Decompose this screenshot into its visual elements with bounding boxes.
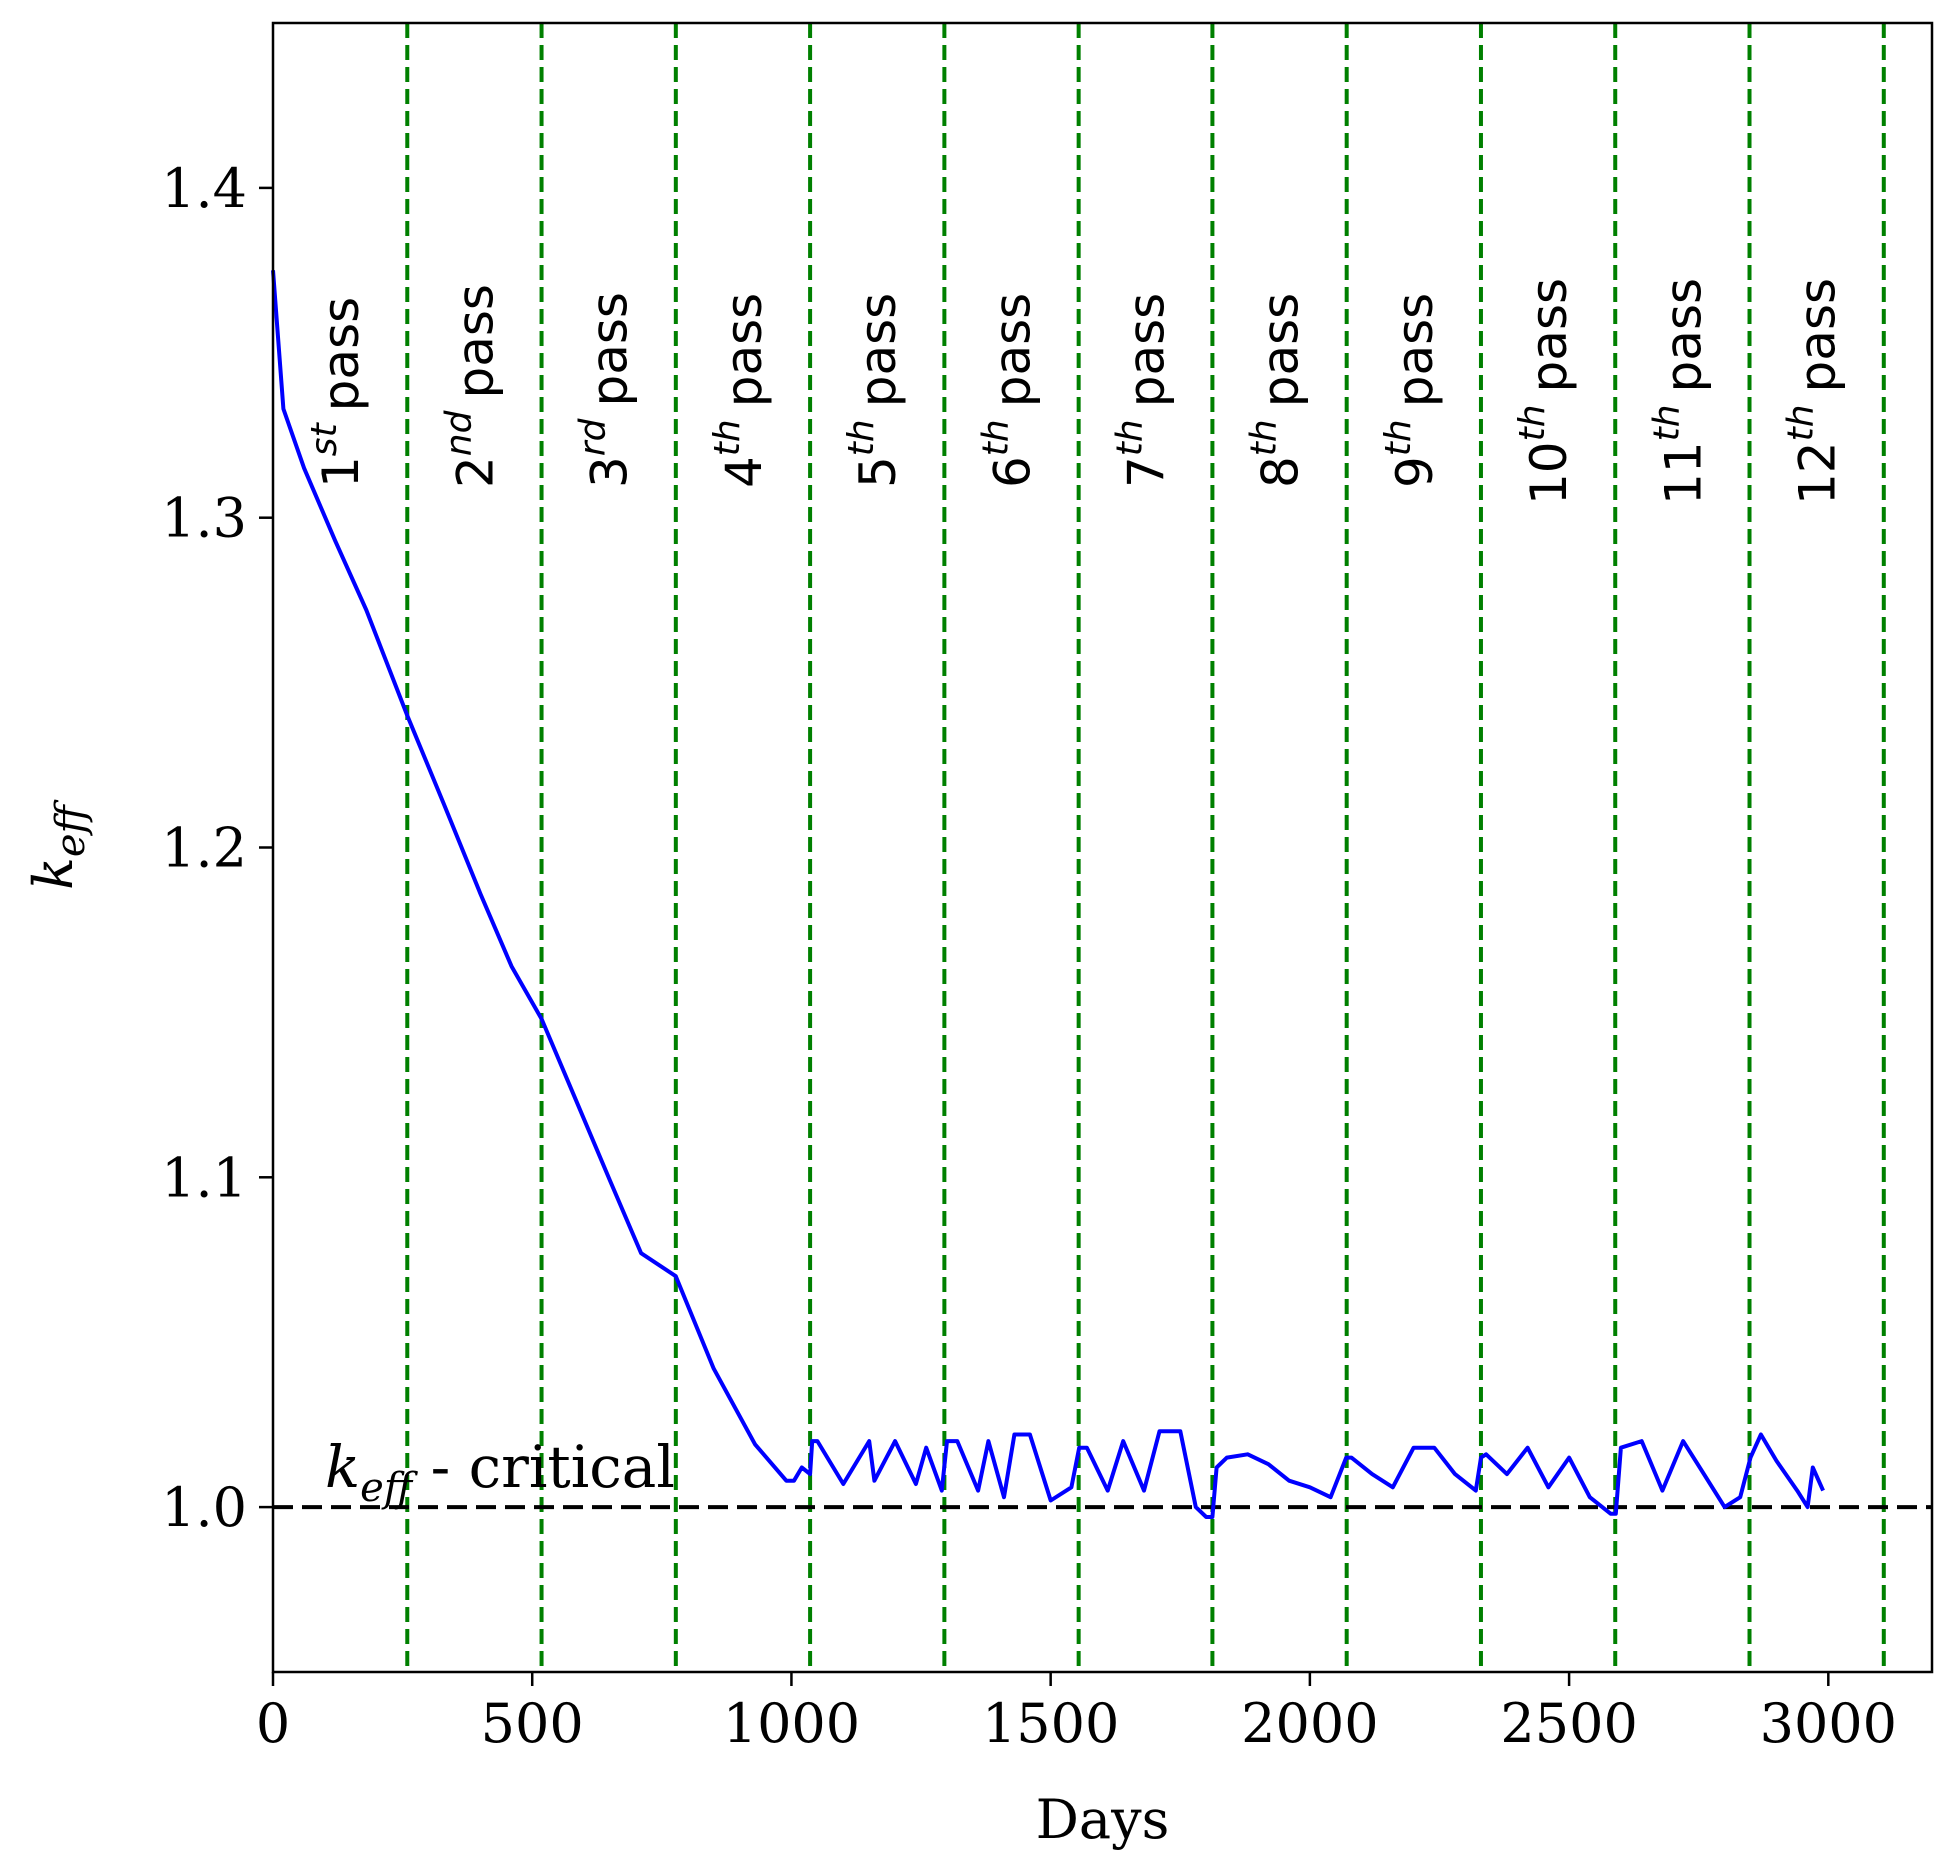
pass-label-11: 11thpass <box>1646 278 1712 505</box>
pass-label-9: 9thpass <box>1378 293 1444 488</box>
pass-label-2: 2ndpass <box>438 284 504 488</box>
pass-label-6: 6thpass <box>976 293 1042 488</box>
pass-label-12: 12thpass <box>1781 278 1847 505</box>
pass-label-5: 5thpass <box>841 293 907 488</box>
x-tick-label: 0 <box>256 1692 290 1755</box>
critical-label: keff - critical <box>325 1433 675 1511</box>
x-tick-label: 2500 <box>1500 1692 1637 1755</box>
x-tick-label: 500 <box>481 1692 584 1755</box>
pass-label-8: 8thpass <box>1244 293 1310 488</box>
pass-label-4: 4thpass <box>707 293 773 488</box>
y-tick-label: 1.3 <box>161 487 247 550</box>
y-tick-label: 1.1 <box>161 1146 247 1209</box>
x-axis: 0 500 1000 1500 2000 2500 3000 <box>256 1672 1897 1755</box>
pass-label-10: 10thpass <box>1512 278 1578 505</box>
x-axis-title: Days <box>1036 1788 1170 1851</box>
pass-label-1: 1stpass <box>304 297 370 488</box>
y-tick-label: 1.0 <box>161 1476 247 1539</box>
y-axis-title: keff <box>22 798 94 889</box>
pass-label-7: 7thpass <box>1110 293 1176 488</box>
pass-label-3: 3rdpass <box>573 292 639 488</box>
x-tick-label: 2000 <box>1241 1692 1378 1755</box>
series-line-1 <box>271 270 1825 1519</box>
plot-frame <box>271 21 1934 1674</box>
x-tick-label: 1000 <box>723 1692 860 1755</box>
x-tick-label: 1500 <box>982 1692 1119 1755</box>
pass-lines <box>405 23 1886 1672</box>
y-tick-label: 1.4 <box>161 157 247 220</box>
y-axis: 1.0 1.1 1.2 1.3 1.4 <box>161 157 273 1539</box>
y-tick-label: 1.2 <box>161 817 247 880</box>
series-layer <box>271 270 1825 1519</box>
x-tick-label: 3000 <box>1760 1692 1897 1755</box>
pass-labels: 1stpass 2ndpass 3rdpass 4thpass 5thpass 6thpa… <box>304 278 1847 505</box>
critical-annotation: keff - critical <box>325 1433 675 1511</box>
y-axis-title-text: keff <box>22 798 94 889</box>
